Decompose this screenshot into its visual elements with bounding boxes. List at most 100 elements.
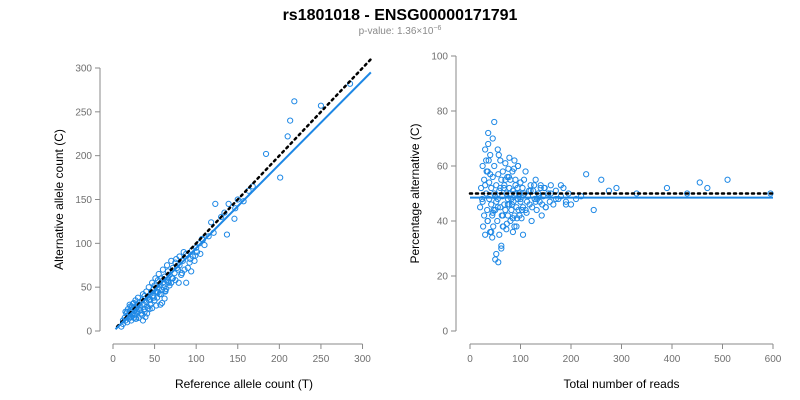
percent-x-axis: 0 100 200 300 400 500 600 [467,343,782,365]
data-point [162,287,169,294]
percent-y-tick-label: 40 [437,217,449,228]
data-point [497,184,504,192]
data-point [508,206,515,214]
data-point [506,154,513,161]
data-point [498,245,505,252]
allele-y-tick-label: 200 [75,151,92,162]
percent-x-tick-label: 300 [613,354,630,365]
data-point [178,270,186,277]
data-point [205,233,212,240]
data-point [478,184,485,192]
data-point [486,179,493,186]
allele-y-tick-label: 100 [75,239,92,250]
data-point [696,179,703,186]
data-point [517,198,524,205]
data-point [234,196,241,203]
data-point [520,176,528,183]
data-point [494,217,501,225]
data-point [221,209,228,216]
data-point [511,157,518,164]
allele-count-scatter-panel: 0 50 100 150 200 250 300 0 50 100 150 200 250 300 Refe… [52,57,373,391]
percent-y-tick-label: 0 [442,327,448,338]
data-point [532,176,539,183]
data-point [518,215,525,222]
data-point [479,162,486,170]
data-point [557,182,565,189]
allele-y-tick-label: 50 [81,283,93,294]
percent-y-tick-label: 100 [431,52,448,63]
data-point [201,241,208,249]
chart-subtitle: p-value: 1.36×10−6 [359,25,442,37]
data-point [497,204,504,211]
data-point [537,184,544,192]
data-point [277,174,284,181]
data-point [138,310,145,317]
data-point [127,303,134,310]
data-point [489,234,496,241]
percent-x-tick-label: 400 [664,354,681,365]
data-point [531,182,538,189]
allele-x-axis-label: Reference allele count (T) [175,377,313,391]
data-point [523,209,530,216]
data-point [499,168,506,175]
data-point [166,282,173,289]
data-point [513,215,521,222]
data-point [546,198,553,205]
data-point [132,315,139,322]
data-point [512,176,519,183]
data-point [192,252,199,259]
data-point [590,206,597,214]
data-point [504,201,511,208]
data-point [484,217,491,225]
percent-y-axis: 0 20 40 60 80 100 [431,52,457,338]
data-point [482,182,489,189]
data-point [503,220,510,227]
allele-y-axis: 0 50 100 150 200 250 300 [75,64,101,338]
data-point [496,231,503,238]
allele-y-tick-label: 0 [86,327,92,338]
data-point [550,201,557,208]
data-point [485,157,492,164]
data-point [240,198,247,205]
allele-x-tick-label: 0 [110,354,116,365]
data-point [490,223,497,230]
data-point [512,182,519,189]
data-point [291,98,298,105]
percent-x-tick-label: 100 [512,354,529,365]
data-point [511,223,518,230]
data-point [231,215,238,222]
data-point [517,179,524,186]
data-point [704,184,711,192]
data-point [186,259,193,266]
data-point [663,184,671,192]
data-point [479,195,486,203]
data-point [522,168,529,175]
data-point [232,205,239,212]
data-point [483,157,490,164]
allele-y-axis-label: Alternative allele count (C) [52,129,66,270]
allele-x-tick-label: 100 [188,354,205,365]
data-point [510,165,518,172]
percent-x-tick-label: 0 [467,354,473,365]
allele-x-tick-label: 300 [354,354,371,365]
data-point [562,198,570,205]
data-point [157,301,164,308]
data-point [493,182,500,189]
data-point [583,171,590,178]
percent-y-tick-label: 20 [437,272,449,283]
data-point [159,266,167,273]
data-point [184,264,191,271]
percent-y-axis-label: Percentage alternative (C) [408,123,422,263]
data-point [317,102,325,109]
percent-y-tick-label: 80 [437,107,449,118]
percent-x-tick-label: 200 [563,354,580,365]
data-point [481,176,488,183]
data-point [495,151,502,159]
data-point [613,184,620,192]
data-point [146,305,153,313]
data-point [509,215,517,222]
data-point [547,182,554,189]
allele-points [118,80,354,330]
data-point [164,278,171,286]
data-point [479,198,486,205]
